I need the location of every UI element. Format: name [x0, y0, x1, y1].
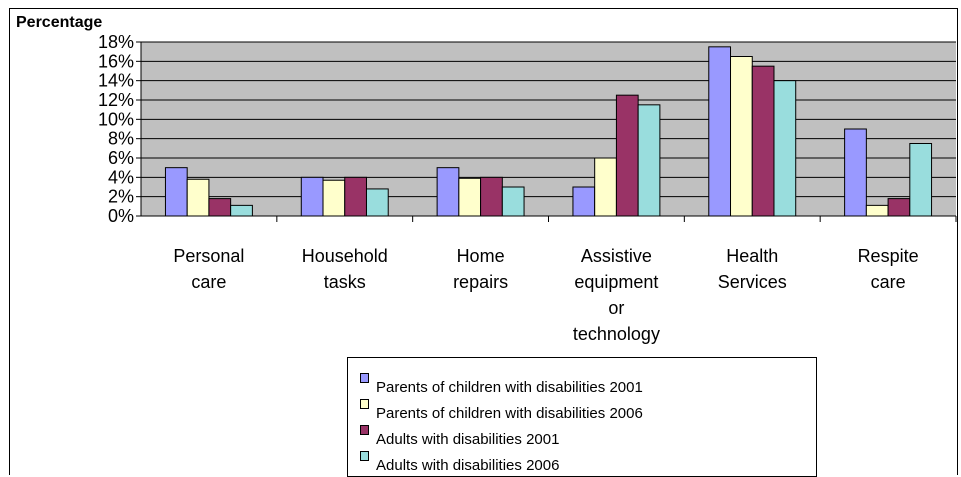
y-axis-title: Percentage	[16, 14, 103, 31]
bar	[844, 128, 867, 217]
bar	[501, 186, 525, 217]
bar	[572, 186, 596, 217]
plot-area	[141, 42, 956, 216]
y-tick-label: 10%	[98, 109, 134, 129]
y-tick-label: 12%	[98, 90, 134, 110]
category-label: Home repairs	[453, 246, 508, 292]
category-label: Assistive equipment or technology	[573, 246, 660, 344]
bar	[480, 176, 503, 217]
bar	[594, 157, 617, 217]
legend-swatch	[360, 373, 369, 383]
y-tick-label: 6%	[108, 148, 134, 168]
legend-label: Adults with disabilities 2006	[376, 457, 560, 474]
bar	[751, 65, 775, 217]
y-tick-label: 8%	[108, 129, 134, 149]
legend: Parents of children with disabilities 20…	[347, 357, 817, 477]
category-label: Personal care	[173, 246, 244, 292]
legend-label: Parents of children with disabilities 20…	[376, 405, 643, 422]
category-label: Household tasks	[302, 246, 388, 292]
bar	[365, 188, 389, 217]
category-label: Health Services	[718, 246, 787, 292]
bar	[208, 198, 232, 217]
y-tick-label: 4%	[108, 167, 134, 187]
bar	[637, 104, 661, 217]
bar	[458, 177, 482, 217]
legend-label: Parents of children with disabilities 20…	[376, 379, 643, 396]
bar	[322, 179, 346, 217]
y-tick-label: 0%	[108, 206, 134, 226]
bar	[708, 46, 732, 217]
bar	[300, 176, 324, 217]
bar	[186, 178, 210, 217]
category-label: Respite care	[858, 246, 919, 292]
bar	[865, 204, 889, 217]
bar	[436, 167, 460, 217]
chart-frame	[9, 8, 958, 475]
bar	[230, 204, 253, 217]
legend-swatch	[360, 451, 369, 461]
y-tick-label: 18%	[98, 32, 134, 52]
bar	[730, 56, 753, 217]
bar	[164, 167, 188, 217]
legend-swatch	[360, 399, 369, 409]
bar	[615, 94, 639, 217]
y-tick-label: 2%	[108, 187, 134, 207]
bar	[909, 143, 933, 217]
y-tick-label: 16%	[98, 51, 134, 71]
y-tick-label: 14%	[98, 71, 134, 91]
bar	[773, 80, 797, 217]
legend-swatch	[360, 425, 369, 435]
bar	[887, 198, 911, 217]
bar	[344, 176, 367, 217]
legend-label: Adults with disabilities 2001	[376, 431, 560, 448]
